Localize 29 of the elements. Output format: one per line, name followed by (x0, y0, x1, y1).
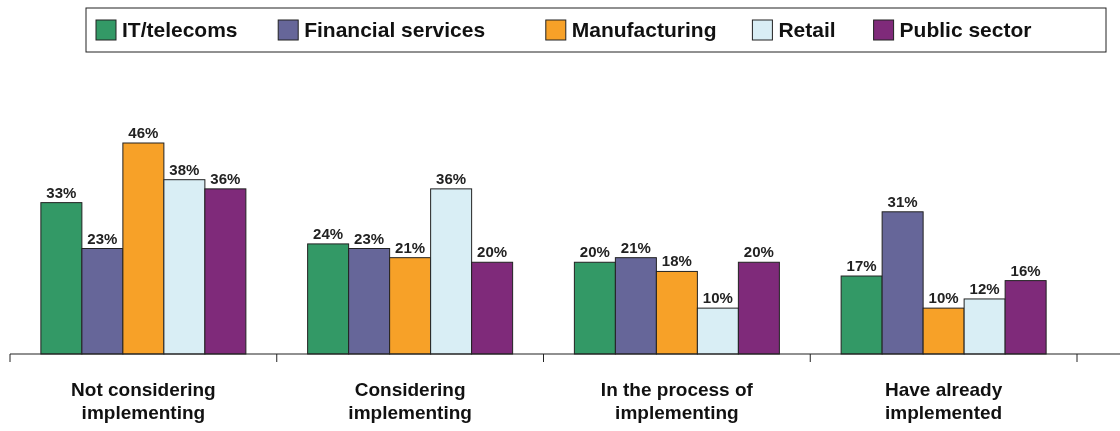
x-tick-label: Have already implemented (885, 379, 1003, 423)
data-label: 12% (969, 279, 1000, 297)
data-label: 16% (1010, 261, 1041, 279)
data-label: 10% (702, 289, 733, 307)
data-label: 46% (128, 124, 159, 141)
data-label: 10% (928, 289, 959, 307)
data-label: 21% (620, 238, 651, 256)
data-label: 24% (313, 224, 344, 242)
data-label: 21% (395, 238, 426, 256)
data-label: 23% (354, 229, 385, 247)
data-label: 33% (46, 183, 77, 201)
data-label: 20% (743, 243, 774, 261)
x-tick-label: In the process of implementing (600, 379, 754, 423)
legend-label: Public sector (899, 18, 1032, 41)
legend-label: Retail (778, 18, 836, 41)
data-label: 36% (210, 169, 241, 187)
x-tick-label: Considering implementing (348, 379, 472, 423)
x-tick-label: Not considering implementing (71, 379, 216, 423)
data-label: 36% (436, 169, 467, 187)
data-label: 20% (477, 243, 508, 261)
data-label: 38% (169, 160, 200, 178)
data-label: 18% (661, 252, 692, 270)
legend-label: IT/telecoms (122, 18, 238, 41)
data-label: 23% (87, 229, 118, 247)
data-label: 31% (887, 192, 918, 210)
legend-label: Manufacturing (571, 18, 717, 41)
data-label: 17% (846, 257, 877, 275)
legend-label: Financial services (304, 18, 486, 41)
data-label: 20% (579, 243, 610, 261)
